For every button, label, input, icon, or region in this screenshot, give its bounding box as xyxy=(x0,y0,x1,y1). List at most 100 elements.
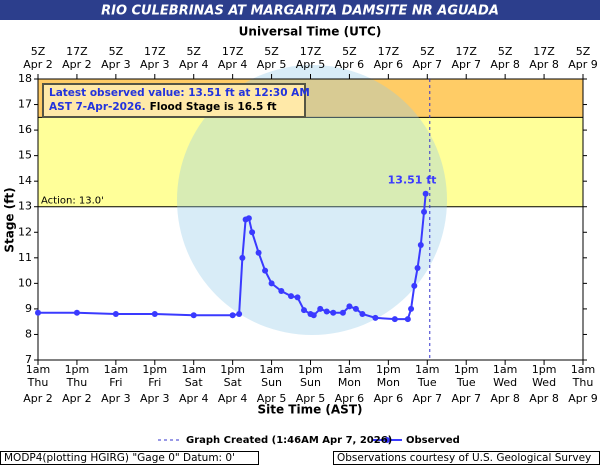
y-tick-label: 8 xyxy=(25,327,32,340)
y-tick-label: 10 xyxy=(18,276,32,289)
x2-tick-label: Apr 3 xyxy=(140,58,170,71)
annotation-line: AST 7-Apr-2026. Flood Stage is 16.5 ft xyxy=(49,101,277,113)
y-tick-label: 13 xyxy=(18,200,32,213)
x2-tick-label: 5Z xyxy=(186,45,201,58)
x-tick-label: 1pm xyxy=(298,363,323,376)
data-point xyxy=(421,208,428,215)
data-point xyxy=(249,229,256,236)
x-tick-label: Sun xyxy=(300,376,321,389)
x-tick-label: Apr 5 xyxy=(257,392,287,405)
y-tick-label: 7 xyxy=(25,353,32,366)
x2-tick-label: Apr 7 xyxy=(451,58,481,71)
x2-tick-label: Apr 6 xyxy=(335,58,365,71)
data-point xyxy=(414,265,421,272)
x-tick-label: Apr 7 xyxy=(451,392,481,405)
x-tick-label: Apr 6 xyxy=(335,392,365,405)
x-tick-label: 1am xyxy=(26,363,50,376)
x-tick-label: Apr 4 xyxy=(179,392,209,405)
title-bar xyxy=(0,0,600,20)
data-point xyxy=(346,303,353,310)
x-tick-label: Mon xyxy=(338,376,361,389)
x-tick-label: Thu xyxy=(66,376,88,389)
data-point xyxy=(372,314,379,321)
chart-title: RIO CULEBRINAS AT MARGARITA DAMSITE NR A… xyxy=(101,4,499,19)
data-point xyxy=(339,309,346,316)
data-point xyxy=(404,316,411,323)
x2-tick-label: 5Z xyxy=(576,45,591,58)
x2-tick-label: 17Z xyxy=(378,45,400,58)
x2-tick-label: Apr 4 xyxy=(179,58,209,71)
x-tick-label: Apr 9 xyxy=(568,392,598,405)
x-tick-label: 1pm xyxy=(454,363,479,376)
legend-label: Graph Created (1:46AM Apr 7, 2026) xyxy=(186,435,392,446)
y-tick-label: 14 xyxy=(18,174,32,187)
x-tick-label: Thu xyxy=(572,376,594,389)
data-point xyxy=(352,305,359,312)
x2-tick-label: 17Z xyxy=(533,45,555,58)
annotation-box xyxy=(42,83,306,118)
data-point xyxy=(245,215,252,222)
data-point xyxy=(73,309,80,316)
y-tick-label: 15 xyxy=(18,149,32,162)
x2-tick-label: 17Z xyxy=(455,45,477,58)
x-tick-label: Apr 2 xyxy=(23,392,53,405)
x-tick-label: 1am xyxy=(493,363,517,376)
y-tick-label: 16 xyxy=(18,123,32,136)
x-tick-label: Apr 3 xyxy=(101,392,131,405)
data-point xyxy=(330,309,337,316)
threshold-band xyxy=(38,117,583,207)
legend-label: Observed xyxy=(406,435,460,446)
x-tick-label: Fri xyxy=(148,376,161,389)
x2-tick-label: Apr 8 xyxy=(490,58,520,71)
data-point xyxy=(422,190,429,197)
data-point xyxy=(288,293,295,300)
x-tick-label: Wed xyxy=(493,376,517,389)
data-point xyxy=(323,308,330,315)
data-point xyxy=(310,312,317,319)
x-tick-label: 1pm xyxy=(220,363,245,376)
x2-tick-label: 17Z xyxy=(222,45,244,58)
x-tick-label: 1am xyxy=(415,363,439,376)
x-tick-label: Apr 2 xyxy=(62,392,92,405)
threshold-label: Action: 13.0' xyxy=(41,196,104,207)
x-tick-label: 1pm xyxy=(65,363,90,376)
value-label: 13.51 ft xyxy=(388,174,437,187)
x2-tick-label: Apr 5 xyxy=(257,58,287,71)
data-point xyxy=(411,282,418,289)
legend-marker xyxy=(384,437,390,443)
x-tick-label: Sat xyxy=(224,376,243,389)
x-tick-label: 1am xyxy=(259,363,283,376)
x-tick-label: Wed xyxy=(532,376,556,389)
x-tick-label: 1pm xyxy=(532,363,557,376)
data-point xyxy=(255,249,262,256)
x2-tick-label: Apr 2 xyxy=(62,58,92,71)
y-tick-label: 18 xyxy=(18,72,32,85)
x2-tick-label: 5Z xyxy=(109,45,124,58)
data-point xyxy=(391,316,398,323)
x2-tick-label: Apr 2 xyxy=(23,58,53,71)
y-tick-label: 9 xyxy=(25,302,32,315)
y-tick-label: 12 xyxy=(18,225,32,238)
data-point xyxy=(239,254,246,261)
data-point xyxy=(301,307,308,314)
x2-axis-title: Universal Time (UTC) xyxy=(239,25,382,39)
x-tick-label: Apr 8 xyxy=(529,392,559,405)
footer-left: MODP4(plotting HGIRG) "Gage 0" Datum: 0' xyxy=(4,452,235,464)
x-tick-label: 1pm xyxy=(142,363,167,376)
x-tick-label: Sun xyxy=(261,376,282,389)
x-tick-label: 1pm xyxy=(376,363,401,376)
x-tick-label: 1am xyxy=(181,363,205,376)
data-point xyxy=(151,311,158,318)
x-tick-label: 1am xyxy=(104,363,128,376)
x-tick-label: Tue xyxy=(417,376,437,389)
footer-right: Observations courtesy of U.S. Geological… xyxy=(337,452,591,464)
x2-tick-label: 5Z xyxy=(420,45,435,58)
x2-tick-label: Apr 8 xyxy=(529,58,559,71)
noaa-watermark xyxy=(177,65,447,335)
annotation-date: AST 7-Apr-2026. xyxy=(49,101,146,113)
x-tick-label: Apr 7 xyxy=(413,392,443,405)
x2-tick-label: 5Z xyxy=(264,45,279,58)
x-tick-label: Tue xyxy=(456,376,476,389)
x-tick-label: 1am xyxy=(571,363,595,376)
